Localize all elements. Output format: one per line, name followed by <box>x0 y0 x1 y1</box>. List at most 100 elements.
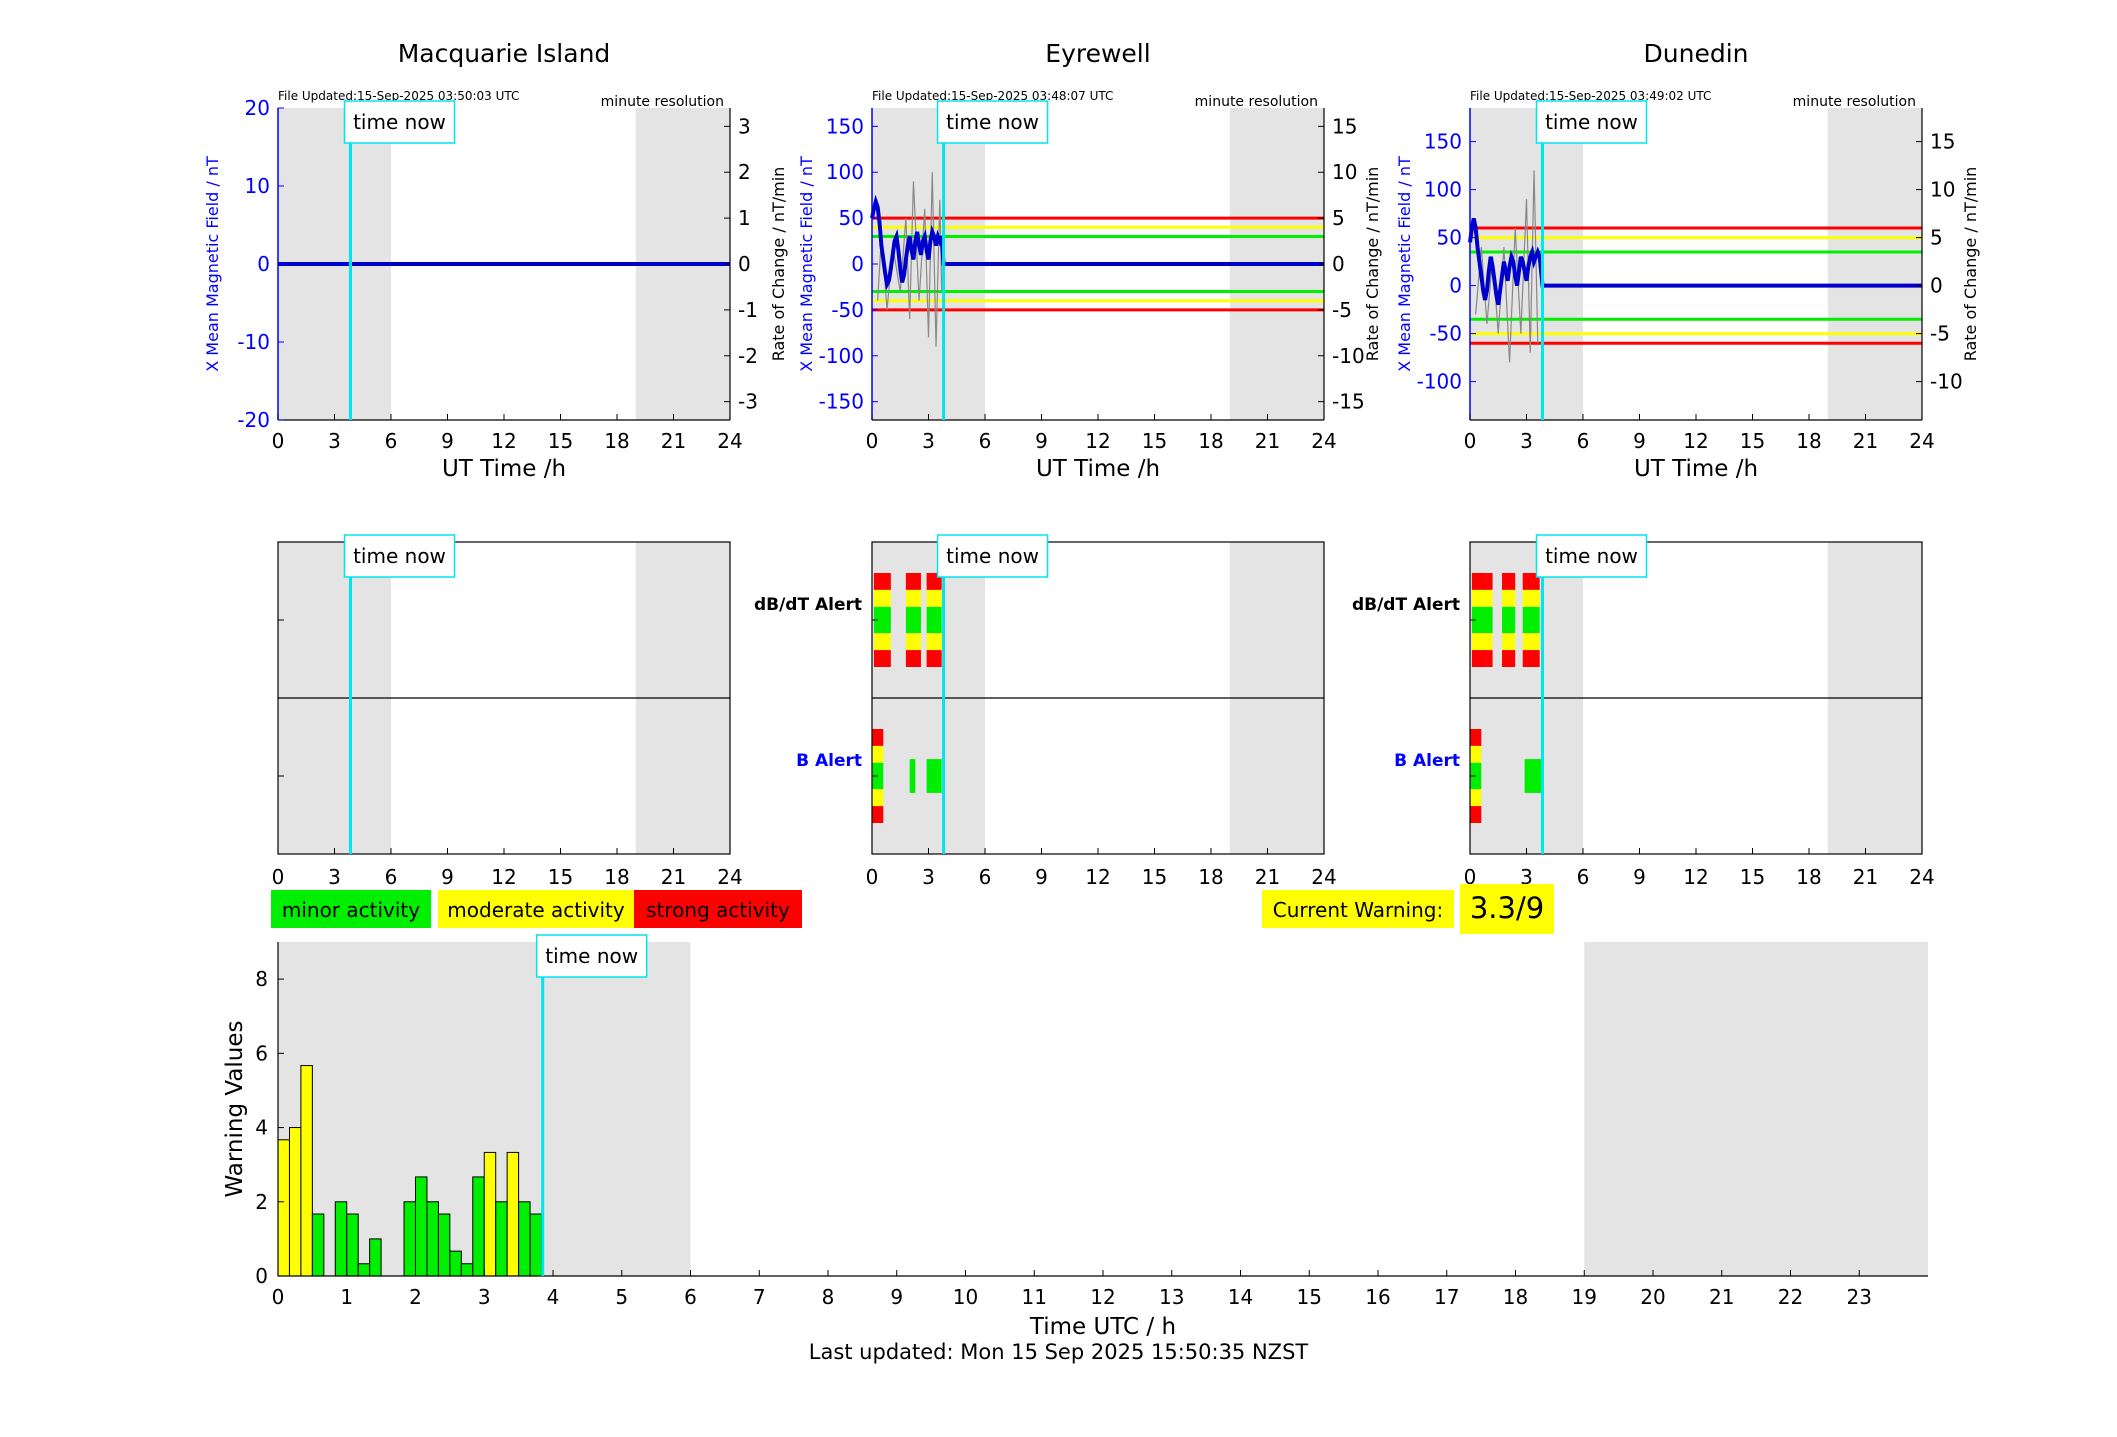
right-tick-label: 15 <box>1930 130 1955 154</box>
x-tick-label: 12 <box>1683 865 1708 889</box>
warning-bar <box>529 1213 543 1277</box>
warning-bar <box>288 1127 302 1277</box>
x-tick-label: 12 <box>1085 865 1110 889</box>
left-axis-label: X Mean Magnetic Field / nT <box>203 156 222 372</box>
dbdt-alert-block <box>905 573 921 590</box>
warning-bar <box>403 1201 416 1277</box>
warning-bar <box>483 1151 497 1277</box>
field-series <box>1468 218 1922 306</box>
warning-bar <box>415 1176 428 1277</box>
dbdt-alert-block <box>926 589 942 607</box>
file-updated: File Updated:15-Sep-2025 03:49:02 UTC <box>1470 89 1711 103</box>
warning-bar <box>300 1065 313 1277</box>
x-axis-label: UT Time /h <box>1634 456 1758 482</box>
right-tick-label: 1 <box>738 206 751 230</box>
left-tick-label: 150 <box>1424 130 1462 154</box>
warning-bar <box>449 1250 462 1277</box>
rate-series <box>877 172 943 347</box>
x-tick-label: 5 <box>615 1285 628 1309</box>
x-tick-label: 21 <box>661 429 686 453</box>
x-tick-label: 0 <box>272 1285 285 1309</box>
y-tick-label: 4 <box>255 1116 268 1140</box>
dbdt-alert-block <box>873 589 891 607</box>
b-alert-block <box>926 759 942 793</box>
dbdt-alert-block <box>1522 633 1540 651</box>
b-alert-block <box>872 806 884 823</box>
right-tick-label: 15 <box>1332 114 1357 138</box>
x-tick-label: 21 <box>1255 429 1280 453</box>
left-tick-label: -150 <box>819 390 864 414</box>
right-tick-label: -10 <box>1332 344 1365 368</box>
x-tick-label: 21 <box>1709 1285 1734 1309</box>
x-tick-label: 2 <box>409 1285 422 1309</box>
y-tick-label: 8 <box>255 967 268 991</box>
left-tick-label: 100 <box>1424 178 1462 202</box>
right-tick-label: 0 <box>738 252 751 276</box>
field-panel-1: Eyrewell File Updated:15-Sep-2025 03:48:0… <box>797 39 1382 482</box>
right-tick-label: 5 <box>1930 226 1943 250</box>
right-tick-label: -10 <box>1930 370 1963 394</box>
x-tick-label: 12 <box>491 429 516 453</box>
x-tick-label: 12 <box>1090 1285 1115 1309</box>
left-tick-label: -20 <box>237 408 270 432</box>
dbdt-alert-block <box>926 650 942 667</box>
b-alert-block <box>909 759 916 793</box>
dbdt-alert-block <box>1502 606 1516 634</box>
dbdt-alert-block <box>905 633 921 651</box>
x-tick-label: 4 <box>547 1285 560 1309</box>
dbdt-alert-block <box>1471 633 1487 651</box>
left-tick-label: 0 <box>257 252 270 276</box>
dbdt-alert-block <box>1486 589 1493 607</box>
minute-resolution: minute resolution <box>601 94 724 110</box>
legend-swatch <box>271 890 431 928</box>
x-tick-label: 8 <box>822 1285 835 1309</box>
x-tick-label: 0 <box>1464 429 1477 453</box>
right-tick-label: 10 <box>1930 178 1955 202</box>
alert-panel-1: 0 3 6 9 12 15 18 21 24 time now dB/dT Alert B Alert <box>754 534 1337 889</box>
right-tick-label: 2 <box>738 160 751 184</box>
x-tick-label: 12 <box>491 865 516 889</box>
dbdt-alert-block <box>926 633 942 651</box>
b-alert-block <box>1470 806 1482 823</box>
current-warning-value-box <box>1460 884 1554 934</box>
x-tick-label: 18 <box>1503 1285 1528 1309</box>
x-tick-label: 6 <box>684 1285 697 1309</box>
left-axis-label: X Mean Magnetic Field / nT <box>1395 156 1414 372</box>
x-tick-label: 3 <box>328 865 341 889</box>
panel-title: Macquarie Island <box>398 39 611 68</box>
rate-series <box>1475 170 1539 363</box>
dbdt-alert-label: dB/dT Alert <box>1352 595 1460 615</box>
minute-resolution: minute resolution <box>1793 94 1916 110</box>
x-tick-label: 18 <box>1796 865 1821 889</box>
left-axis-label: X Mean Magnetic Field / nT <box>797 156 816 372</box>
legend-label: minor activity <box>282 898 420 922</box>
x-tick-label: 16 <box>1365 1285 1390 1309</box>
x-tick-label: 15 <box>548 865 573 889</box>
warning-bar <box>426 1201 439 1277</box>
legend-swatch <box>634 890 802 928</box>
x-tick-label: 21 <box>1255 865 1280 889</box>
time-now-box <box>936 534 1049 578</box>
dbdt-alert-block <box>905 589 921 607</box>
time-now-box <box>936 100 1049 144</box>
x-tick-label: 6 <box>1577 429 1590 453</box>
dbdt-alert-block <box>1486 573 1493 590</box>
field-panel-0: Macquarie Island File Updated:15-Sep-2025… <box>203 39 788 482</box>
left-tick-label: 50 <box>1437 226 1462 250</box>
dbdt-alert-block <box>1522 589 1540 607</box>
panel-title: Eyrewell <box>1045 39 1150 68</box>
warning-bar <box>369 1238 382 1277</box>
x-tick-label: 13 <box>1159 1285 1184 1309</box>
right-tick-label: 0 <box>1930 274 1943 298</box>
warning-bar <box>518 1201 531 1277</box>
activity-legend: minor activity moderate activity strong ac… <box>271 890 802 928</box>
night-shade <box>1584 942 1928 1276</box>
x-tick-label: 15 <box>1740 429 1765 453</box>
x-tick-label: 12 <box>1683 429 1708 453</box>
x-tick-label: 15 <box>1740 865 1765 889</box>
warning-bar <box>357 1263 371 1277</box>
time-now-label: time now <box>353 110 446 134</box>
field-series <box>870 194 1324 291</box>
